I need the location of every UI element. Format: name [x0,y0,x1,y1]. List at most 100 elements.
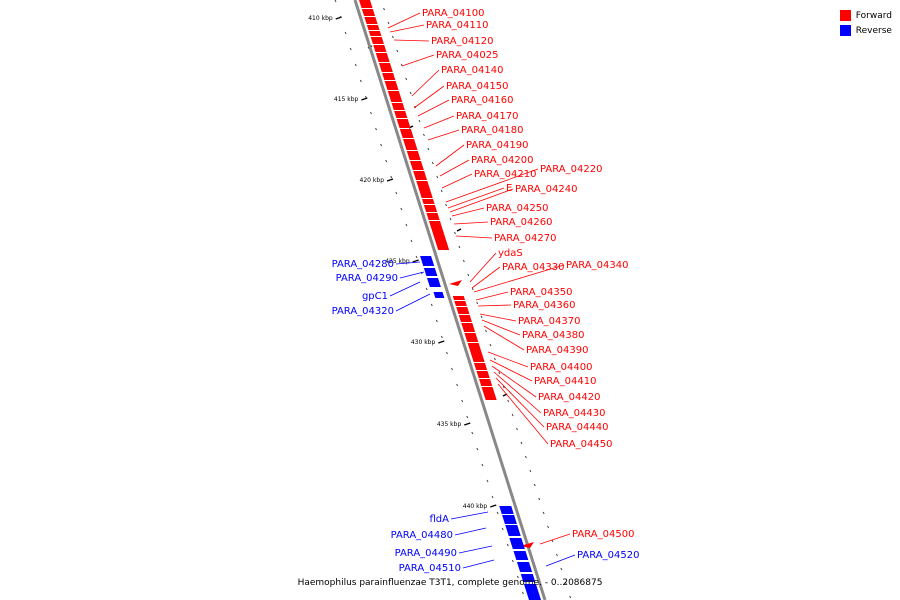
minor-tick [456,383,459,387]
minor-tick [344,31,347,35]
leader-line [487,351,529,368]
gene-label-reverse[interactable]: PARA_04490 [395,548,457,559]
gene-label-forward[interactable]: PARA_04160 [451,95,513,106]
leader-line [449,188,514,213]
gene-label-forward[interactable]: PARA_04420 [538,392,600,403]
leader-line [447,187,505,209]
gene-label-forward[interactable]: E [506,183,512,194]
gene-feature [396,119,411,128]
gene-label-forward[interactable]: PARA_04110 [426,20,488,31]
gene-label-forward[interactable]: PARA_04100 [422,8,484,19]
minor-tick [501,527,504,531]
leader-line [477,304,512,307]
gene-label-forward[interactable]: PARA_04390 [526,345,588,356]
minor-tick [476,447,479,451]
gene-label-forward[interactable]: PARA_04220 [540,164,602,175]
leader-line [387,12,421,29]
gene-label-forward[interactable]: PARA_04260 [490,217,552,228]
minor-tick [496,511,499,515]
gene-label-reverse[interactable]: PARA_04480 [391,530,453,541]
gene-feature [513,551,529,560]
minor-tick [569,595,572,599]
gene-label-forward[interactable]: PARA_04250 [486,203,548,214]
gene-label-forward[interactable]: PARA_04240 [515,184,577,195]
minor-tick [511,413,514,417]
gene-label-forward[interactable]: PARA_04270 [494,233,556,244]
tick-mark [490,504,497,508]
gene-feature [426,213,440,220]
gene-label-forward[interactable]: PARA_04430 [543,408,605,419]
gene-label-forward[interactable]: PARA_04440 [546,422,608,433]
gene-label-forward[interactable]: PARA_04400 [530,362,592,373]
minor-tick [400,207,403,211]
minor-tick [427,147,430,151]
leader-line [411,69,440,97]
gene-label-forward[interactable]: PARA_04170 [456,111,518,122]
minor-tick [524,455,527,459]
gene-feature [366,25,380,30]
minor-tick [529,469,532,473]
gene-label-forward[interactable]: PARA_04380 [522,330,584,341]
gene-label-forward[interactable]: PARA_04190 [466,140,528,151]
gene-label-forward[interactable]: PARA_04410 [534,376,596,387]
gene-feature [456,307,470,314]
minor-tick [516,575,519,579]
gene-label-forward[interactable]: PARA_04210 [474,169,536,180]
leader-line [413,85,445,109]
gene-label-forward[interactable]: PARA_04450 [550,439,612,450]
minor-tick [390,175,393,179]
minor-tick [418,119,421,123]
tick-label: 415 kbp [334,96,359,103]
minor-tick [480,315,483,319]
minor-tick [516,427,518,431]
gene-label-reverse[interactable]: PARA_04520 [577,550,639,561]
gene-label-reverse[interactable]: PARA_04510 [399,563,461,574]
gene-feature [382,73,396,80]
tick-mark [456,228,462,232]
gene-feature [428,221,450,250]
gene-label-forward[interactable]: ydaS [498,248,523,259]
gene-feature [499,506,514,514]
gene-feature [454,301,467,306]
gene-feature [364,17,378,24]
minor-tick [440,335,443,339]
gene-label-reverse[interactable]: gpC1 [362,291,388,302]
minor-tick [430,303,433,307]
leader-line [458,545,493,554]
reverse-swatch [839,25,851,36]
gene-feature [449,280,462,286]
leader-line [389,281,421,297]
gene-feature [479,379,493,386]
gene-label-forward[interactable]: PARA_04370 [518,316,580,327]
minor-tick [422,133,425,137]
gene-label-forward[interactable]: PARA_04180 [461,125,523,136]
gene-label-forward[interactable]: PARA_04140 [441,65,503,76]
tick-marks: 410 kbp 415 kbp 420 kbp 425 kbp 430 kbp 435 k… [308,0,572,599]
gene-feature [413,171,427,180]
gene-label-forward[interactable]: PARA_04200 [471,155,533,166]
gene-label-forward[interactable]: PARA_04330 [502,262,564,273]
leader-line [455,235,493,239]
gene-feature [416,181,433,198]
gene-label-reverse[interactable]: PARA_04290 [336,273,398,284]
minor-tick [522,591,524,595]
gene-label-forward[interactable]: PARA_04350 [510,287,572,298]
gene-label-reverse[interactable]: PARA_04320 [332,306,394,317]
leader-line [483,325,525,351]
gene-label-forward[interactable]: PARA_04340 [566,260,628,271]
gene-label-reverse[interactable]: PARA_04280 [332,259,394,270]
gene-label-forward[interactable]: PARA_04120 [431,36,493,47]
gene-label-forward[interactable]: PARA_04150 [446,81,508,92]
tick-mark [386,178,394,182]
gene-feature [464,333,479,342]
gene-label-forward[interactable]: PARA_04500 [572,529,634,540]
gene-feature [399,129,414,138]
minor-tick [555,553,558,557]
gene-feature [423,268,438,276]
gene-label-reverse[interactable]: fldA [430,514,450,525]
gene-label-forward[interactable]: PARA_04025 [436,50,498,61]
tick-label: 430 kbp [411,339,436,346]
minor-tick [334,0,337,3]
gene-label-forward[interactable]: PARA_04360 [513,300,575,311]
